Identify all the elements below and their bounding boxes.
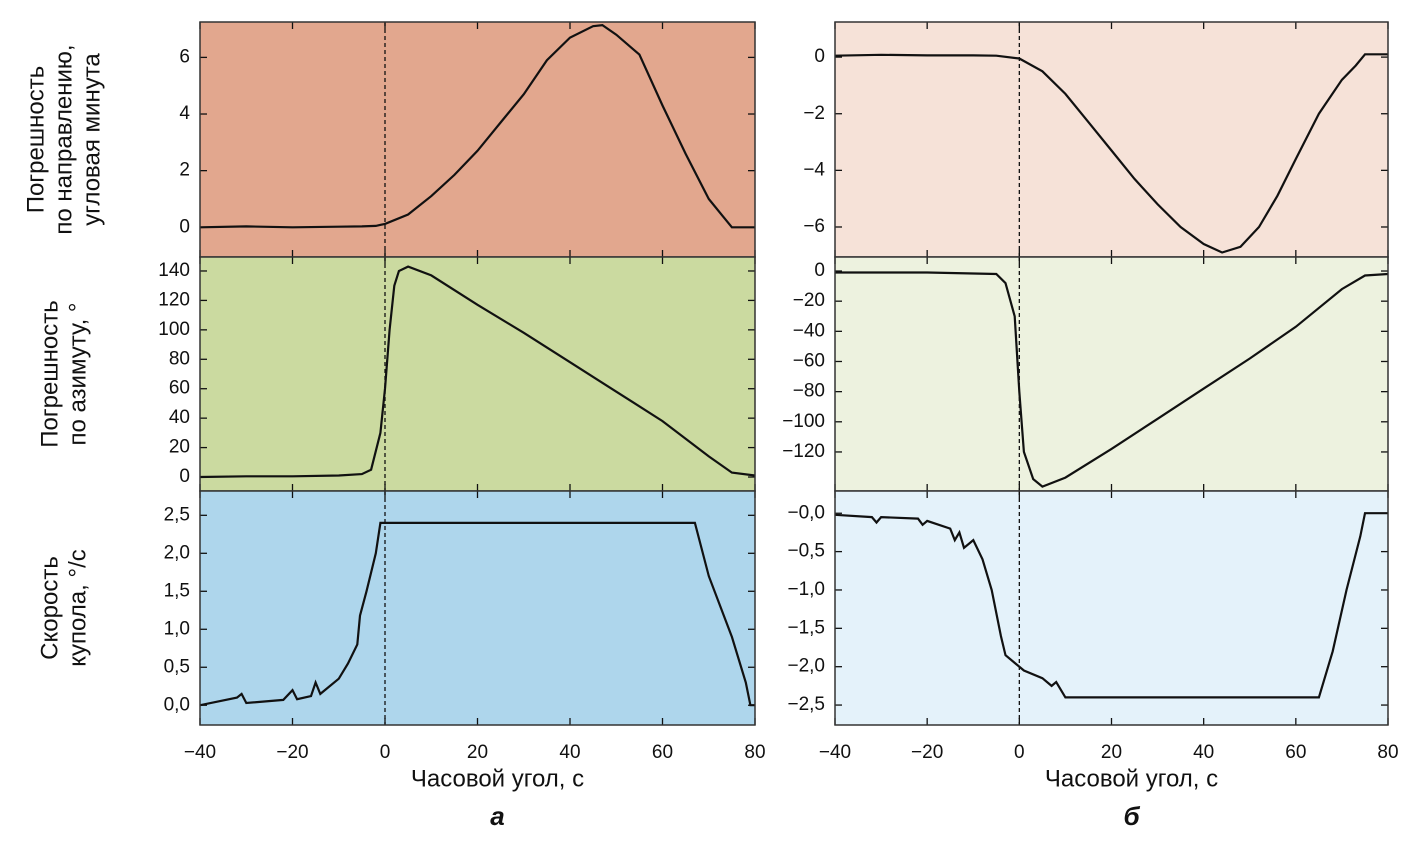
y-tick-label: 40	[169, 407, 190, 428]
y-tick-label: −6	[803, 216, 825, 237]
panel-label: а	[490, 801, 504, 831]
y-axis-label: Погрешность	[22, 66, 49, 213]
plot-frame	[199, 490, 756, 726]
y-axis-label: по азимуту, °	[64, 302, 91, 445]
y-tick-label: 1,5	[164, 580, 190, 601]
y-tick-label: −2	[803, 103, 825, 124]
y-axis-label: угловая минута	[78, 53, 105, 226]
y-tick-label: 20	[169, 437, 190, 458]
y-tick-label: 60	[169, 378, 190, 399]
y-tick-label: −2,5	[787, 694, 825, 715]
plot-background	[835, 257, 1388, 491]
y-tick-label: 0,0	[164, 694, 190, 715]
x-tick-label: −20	[911, 742, 943, 763]
y-tick-label: 1,0	[164, 618, 190, 639]
x-tick-label: 80	[744, 742, 765, 763]
x-axis-label: Часовой угол, с	[411, 765, 584, 792]
y-tick-label: 0,5	[164, 656, 190, 677]
y-axis-label: Погрешность	[36, 300, 63, 447]
x-tick-label: 40	[559, 742, 580, 763]
y-tick-label: 6	[179, 46, 190, 67]
plot-background	[200, 257, 755, 491]
y-tick-label: 0	[814, 46, 825, 67]
x-tick-label: 0	[380, 742, 391, 763]
plot-background	[200, 22, 755, 257]
data-line	[835, 53, 1388, 254]
x-tick-label: −40	[184, 742, 216, 763]
y-tick-label: −20	[793, 290, 825, 311]
y-tick-label: 4	[179, 103, 190, 124]
x-tick-label: 40	[1193, 742, 1214, 763]
y-tick-label: −2,0	[787, 656, 825, 677]
y-tick-label: −1,5	[787, 617, 825, 638]
y-tick-label: 0	[179, 466, 190, 487]
y-tick-label: −80	[793, 381, 825, 402]
y-axis-label: купола, °/с	[64, 549, 91, 667]
y-tick-label: −0,0	[787, 502, 825, 523]
panel-label: б	[1123, 801, 1140, 831]
y-tick-label: −120	[782, 441, 825, 462]
x-tick-label: −20	[276, 742, 308, 763]
y-tick-label: 140	[158, 260, 190, 281]
y-tick-label: −0,5	[787, 541, 825, 562]
data-line	[835, 512, 1388, 699]
y-tick-label: 0	[179, 216, 190, 237]
x-tick-label: −40	[819, 742, 851, 763]
y-tick-label: −100	[782, 411, 825, 432]
data-line	[200, 23, 755, 229]
y-tick-label: 80	[169, 348, 190, 369]
plot-background	[835, 491, 1388, 725]
data-line	[835, 271, 1388, 488]
x-tick-label: 20	[1101, 742, 1122, 763]
data-line	[200, 521, 755, 707]
y-tick-label: −40	[793, 320, 825, 341]
y-tick-label: −4	[803, 159, 825, 180]
x-axis-label: Часовой угол, с	[1045, 765, 1218, 792]
y-tick-label: 100	[158, 319, 190, 340]
y-tick-label: 2	[179, 160, 190, 181]
plot-background	[835, 22, 1388, 257]
plot-background	[200, 491, 755, 725]
x-tick-label: 0	[1014, 742, 1025, 763]
x-tick-label: 80	[1377, 742, 1398, 763]
x-tick-label: 60	[652, 742, 673, 763]
y-tick-label: 0	[814, 260, 825, 281]
y-tick-label: −1,0	[787, 579, 825, 600]
y-tick-label: 120	[158, 289, 190, 310]
y-axis-label: Скорость	[36, 556, 63, 660]
x-tick-label: 60	[1285, 742, 1306, 763]
data-line	[200, 265, 755, 479]
y-axis-label: по направлению,	[50, 44, 77, 234]
y-tick-label: 2,5	[164, 504, 190, 525]
plot-frame	[834, 490, 1389, 726]
y-tick-label: 2,0	[164, 542, 190, 563]
x-tick-label: 20	[467, 742, 488, 763]
y-tick-label: −60	[793, 351, 825, 372]
